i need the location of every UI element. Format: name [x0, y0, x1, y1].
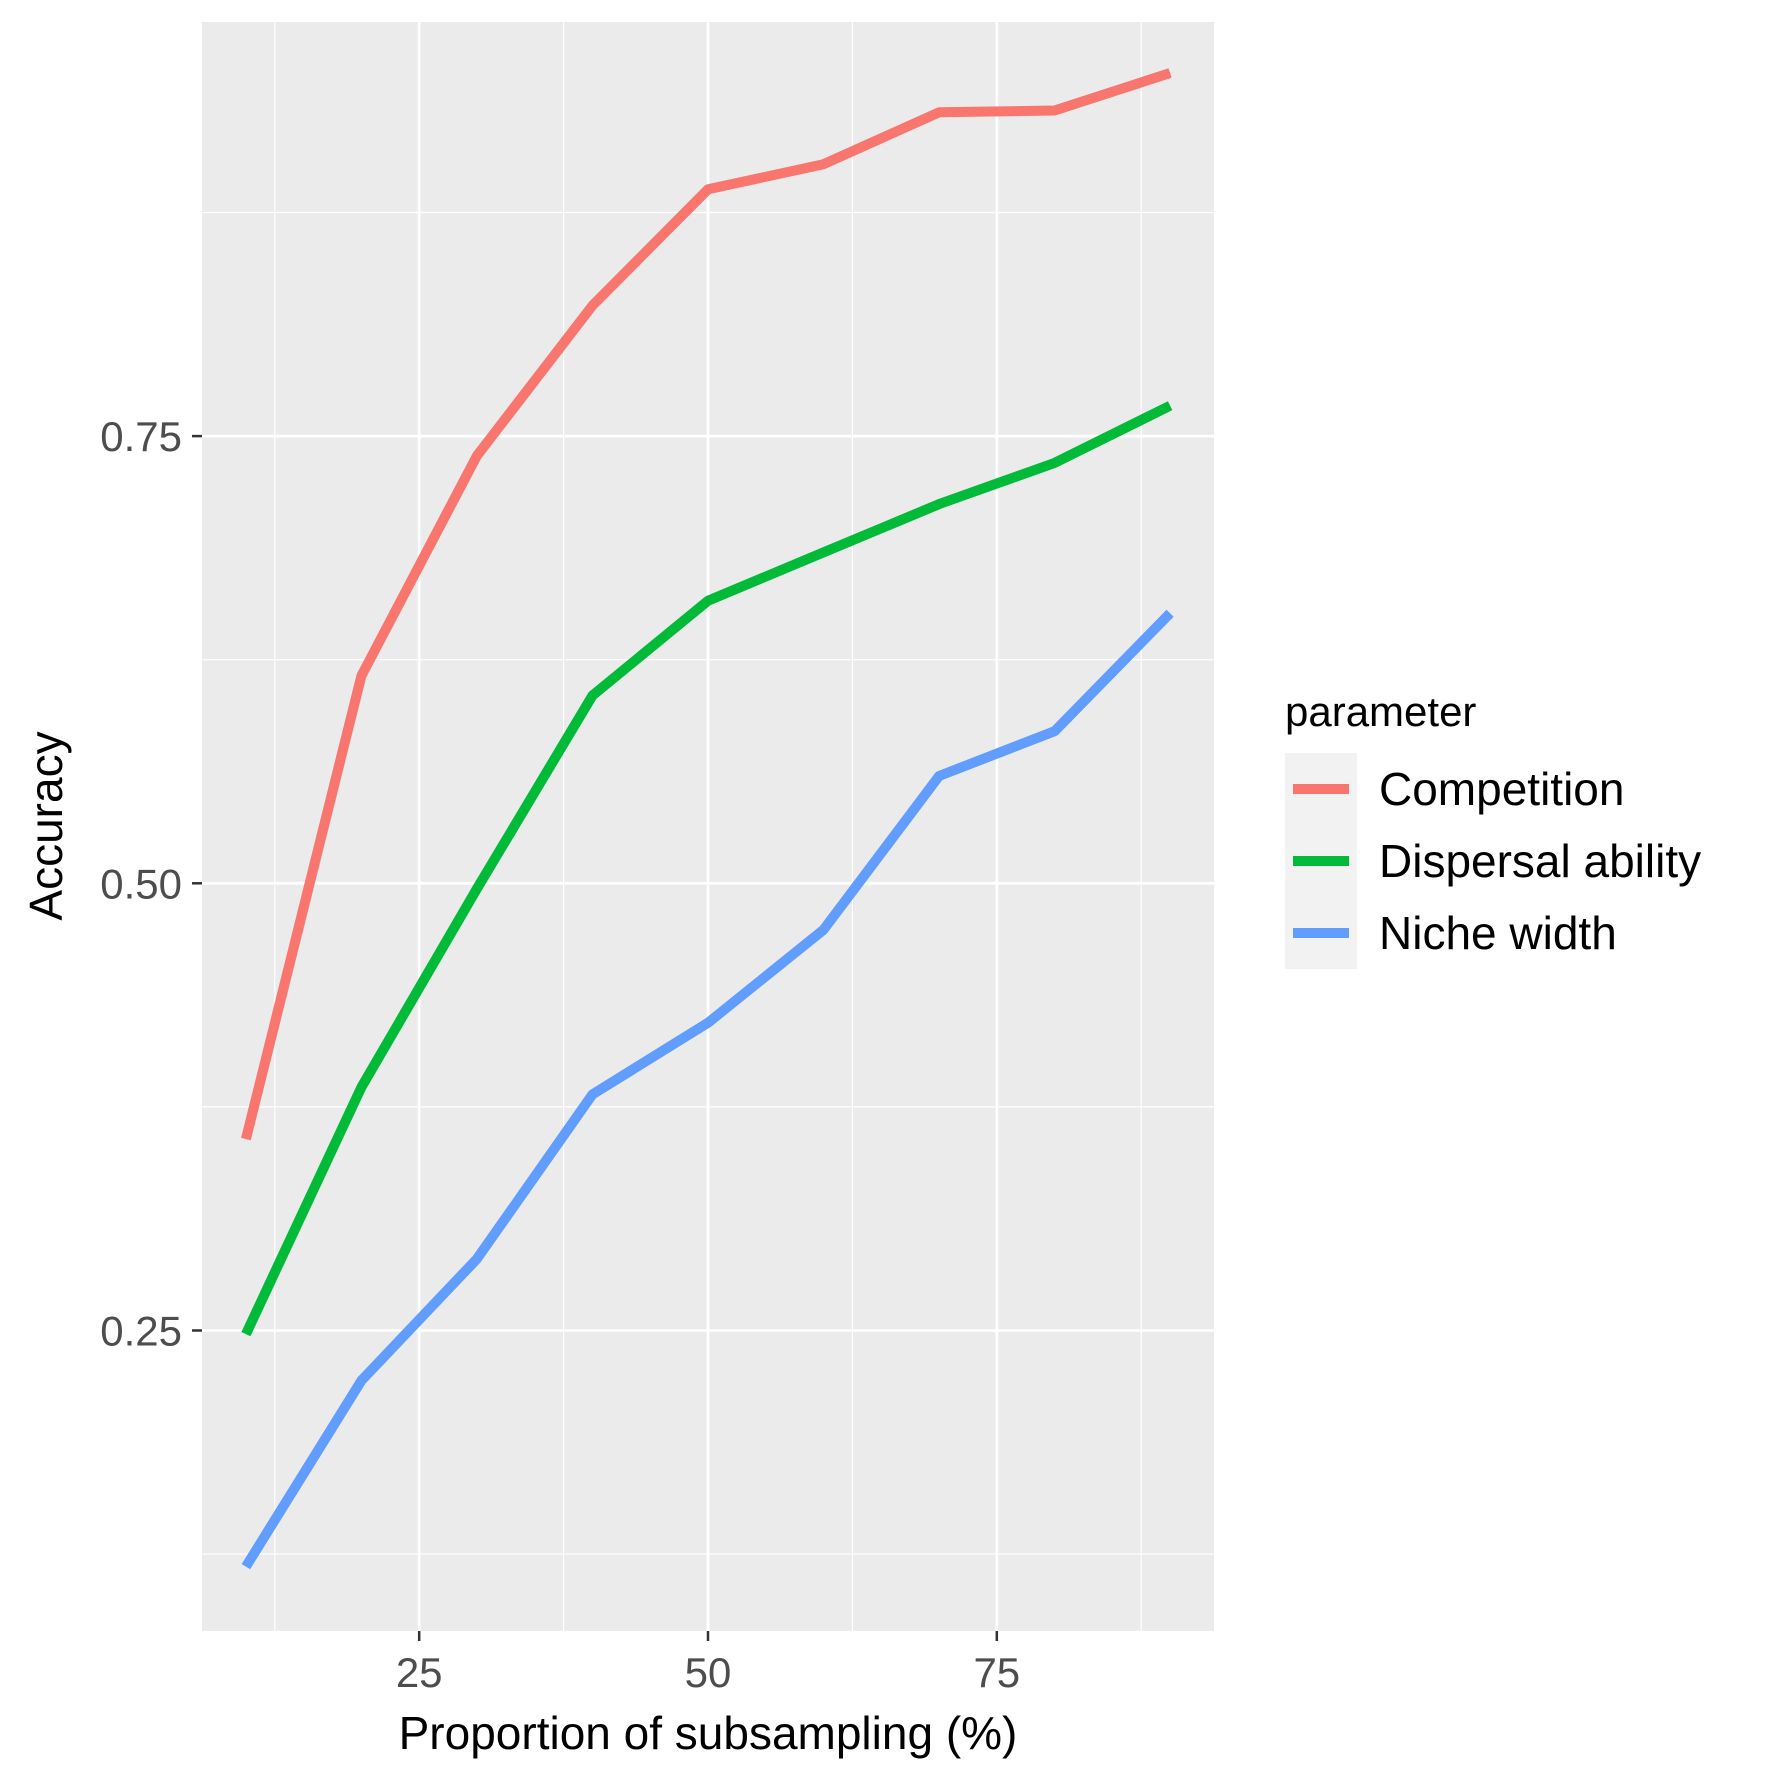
y-tick-label: 0.25 [100, 1307, 182, 1354]
series-line-dispersal-ability [241, 401, 1173, 1337]
x-tick-labels: 25 50 75 [396, 1649, 1020, 1696]
x-axis-title: Proportion of subsampling (%) [399, 1707, 1018, 1759]
y-tick-label: 0.75 [100, 413, 182, 460]
series-line-niche-width [241, 609, 1174, 1570]
legend-label-dispersal-ability: Dispersal ability [1379, 835, 1701, 887]
legend-label-niche-width: Niche width [1379, 907, 1617, 959]
series-line-competition [241, 68, 1172, 1141]
x-tick-label: 25 [396, 1649, 443, 1696]
legend: parameter Competition Dispersal ability Ni… [1285, 688, 1701, 969]
x-tick-label: 50 [685, 1649, 732, 1696]
x-tick-label: 75 [973, 1649, 1020, 1696]
y-axis-title: Accuracy [20, 731, 72, 920]
major-gridlines [202, 22, 1214, 1631]
series-lines [241, 68, 1174, 1570]
legend-title: parameter [1285, 688, 1476, 735]
legend-label-competition: Competition [1379, 763, 1624, 815]
axis-ticks [192, 434, 999, 1641]
y-tick-labels: 0.25 0.50 0.75 [100, 413, 182, 1354]
y-tick-label: 0.50 [100, 860, 182, 907]
legend-items: Competition Dispersal ability Niche width [1293, 763, 1701, 959]
